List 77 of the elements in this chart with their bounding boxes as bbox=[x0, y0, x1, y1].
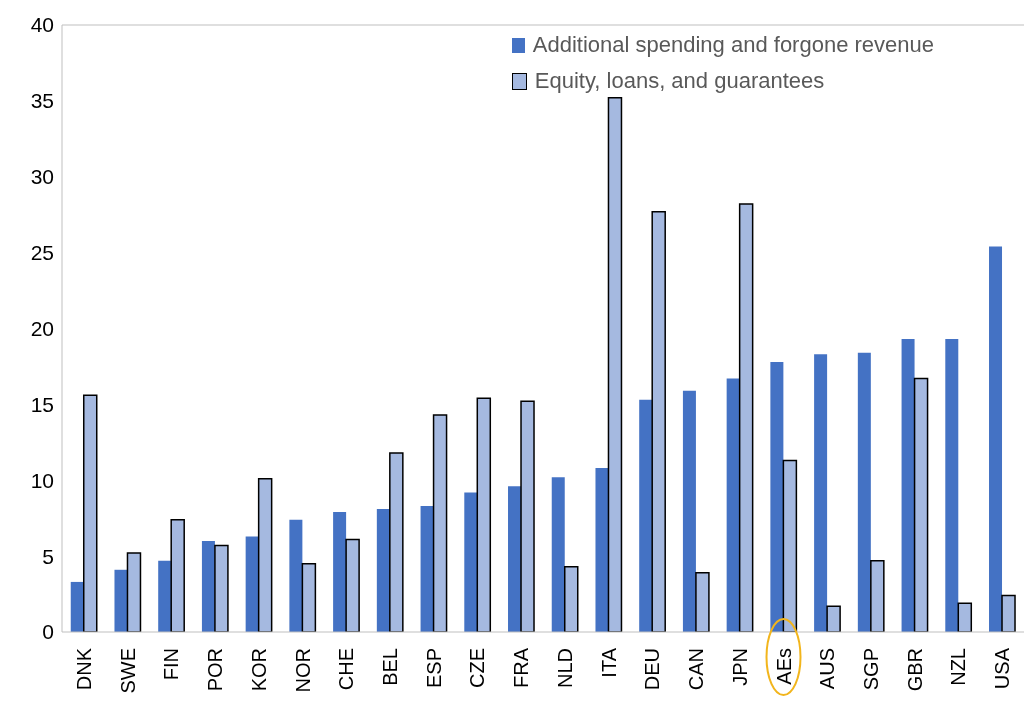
y-tick-label: 10 bbox=[30, 468, 54, 492]
x-tick-label: SWE bbox=[116, 648, 139, 694]
x-tick-label: DNK bbox=[72, 647, 95, 691]
bar bbox=[289, 519, 303, 632]
bar bbox=[782, 459, 798, 632]
bar bbox=[857, 352, 871, 632]
bar bbox=[464, 492, 478, 632]
x-tick-label: SGP bbox=[859, 648, 882, 691]
x-tick-label: NOR bbox=[291, 648, 314, 693]
bar bbox=[214, 544, 229, 632]
x-tick-label: NZL bbox=[947, 648, 970, 686]
y-tick-label: 30 bbox=[30, 165, 54, 189]
bar bbox=[814, 354, 828, 632]
bar bbox=[520, 400, 535, 632]
bar bbox=[333, 512, 347, 632]
bar bbox=[158, 560, 172, 632]
bar bbox=[607, 97, 623, 632]
bar bbox=[420, 506, 434, 632]
x-tick-label: POR bbox=[204, 648, 227, 692]
bar bbox=[389, 452, 404, 632]
bar bbox=[726, 378, 740, 632]
x-tick-label: CZE bbox=[466, 648, 489, 688]
bar bbox=[651, 210, 666, 632]
bar bbox=[1001, 594, 1016, 632]
x-tick-label: AUS bbox=[816, 648, 839, 690]
bar bbox=[913, 377, 929, 632]
legend-label: Equity, loans, and guarantees bbox=[533, 68, 826, 94]
bar bbox=[376, 509, 390, 632]
bar bbox=[738, 203, 754, 632]
y-tick-label: 25 bbox=[30, 241, 54, 265]
bar bbox=[70, 581, 84, 632]
bar bbox=[770, 361, 784, 632]
x-tick-label: KOR bbox=[247, 648, 270, 692]
bar bbox=[476, 397, 492, 632]
y-tick-label: 35 bbox=[30, 89, 54, 113]
bar bbox=[957, 602, 973, 632]
x-tick-label: FIN bbox=[160, 648, 183, 681]
x-tick-label: JPN bbox=[728, 648, 751, 686]
x-tick-label: AEs bbox=[772, 648, 795, 685]
bar bbox=[345, 538, 360, 632]
x-tick-label: ESP bbox=[422, 648, 445, 689]
legend-label: Additional spending and forgone revenue bbox=[531, 32, 934, 58]
bar bbox=[945, 339, 959, 632]
x-tick-label: DEU bbox=[641, 648, 664, 691]
bar bbox=[595, 468, 609, 632]
x-tick-label: FRA bbox=[510, 647, 533, 688]
x-tick-label: GBR bbox=[903, 648, 926, 692]
bar bbox=[245, 536, 259, 632]
x-tick-label: BEL bbox=[378, 648, 401, 686]
x-tick-label: USA bbox=[991, 647, 1014, 690]
y-tick-label: 20 bbox=[30, 316, 54, 340]
y-tick-label: 15 bbox=[30, 392, 54, 416]
bar bbox=[301, 562, 317, 632]
bar bbox=[826, 605, 841, 632]
y-tick-label: 5 bbox=[42, 544, 54, 568]
bar bbox=[201, 540, 215, 632]
bar bbox=[695, 572, 710, 632]
bar bbox=[564, 566, 579, 632]
bar bbox=[870, 559, 885, 632]
x-tick-label: ITA bbox=[597, 647, 620, 678]
bar bbox=[257, 477, 273, 632]
bar bbox=[170, 518, 185, 632]
bar bbox=[432, 414, 448, 632]
x-tick-label: CHE bbox=[335, 648, 358, 691]
bar bbox=[83, 394, 98, 632]
bar bbox=[114, 569, 128, 632]
bar bbox=[901, 339, 915, 632]
y-tick-label: 40 bbox=[30, 13, 54, 37]
bar bbox=[508, 486, 522, 632]
x-tick-label: NLD bbox=[553, 648, 576, 689]
bar bbox=[639, 399, 653, 632]
bar bbox=[989, 246, 1003, 632]
x-tick-label: CAN bbox=[685, 648, 708, 691]
bar bbox=[126, 552, 142, 632]
bar bbox=[682, 390, 696, 632]
bar bbox=[551, 477, 565, 632]
y-tick-label: 0 bbox=[42, 620, 54, 644]
